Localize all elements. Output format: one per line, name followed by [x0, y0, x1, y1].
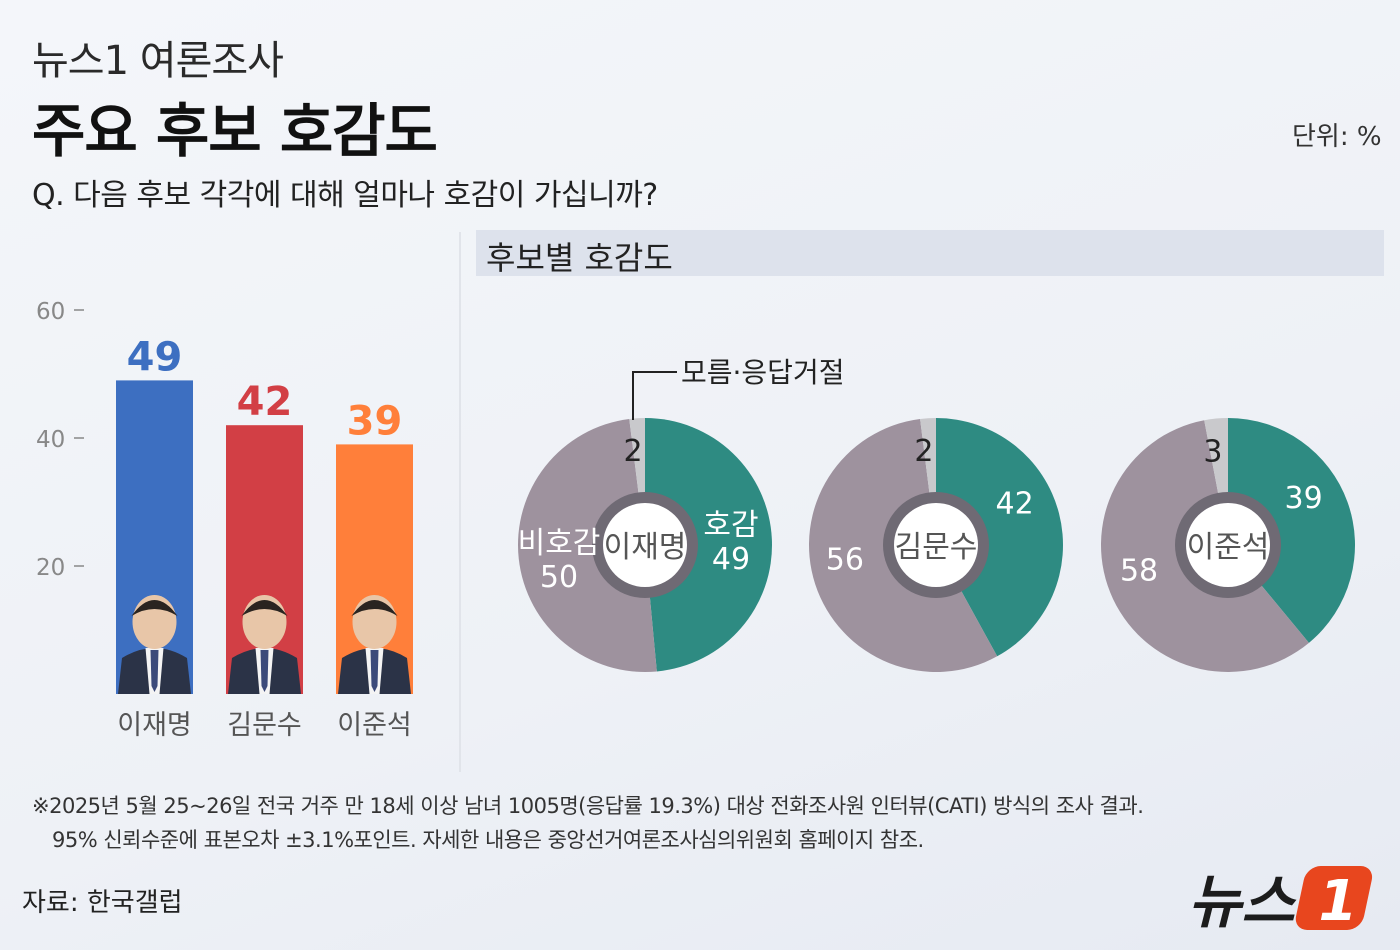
favorable-series-label: 호감	[703, 508, 758, 543]
section-title: 후보별 호감도	[486, 239, 673, 277]
unknown-leader-line	[632, 371, 677, 420]
x-category-label: 이재명	[117, 710, 192, 741]
unknown-value-label: 2	[623, 434, 642, 469]
favorable-value-label: 42	[996, 486, 1034, 521]
donut-hole	[1186, 503, 1270, 587]
portrait-icon	[118, 595, 191, 694]
unfavorable-value-label: 56	[826, 543, 864, 578]
logo-mark: 1	[1319, 869, 1358, 934]
unknown-value-label: 3	[1203, 434, 1222, 469]
portrait-icon	[228, 595, 301, 694]
bar-value-label: 39	[347, 398, 403, 444]
logo-mark-shape	[1295, 866, 1373, 930]
panel-divider	[459, 232, 461, 772]
footnote-line-1: ※2025년 5월 25~26일 전국 거주 만 18세 이상 남녀 1005명…	[32, 794, 1144, 818]
bar-value-label: 49	[127, 334, 183, 380]
y-tick-label: 60	[36, 299, 65, 325]
logo-text: 뉴스	[1188, 868, 1297, 936]
unfavorable-value-label: 58	[1120, 553, 1158, 588]
portrait-hair	[351, 600, 398, 616]
favorable-value-label: 49	[712, 542, 750, 577]
unfavorable-value-label: 50	[540, 560, 578, 595]
portrait-hair	[131, 600, 178, 616]
favorable-value-label: 39	[1285, 481, 1323, 516]
unknown-legend-label: 모름·응답거절	[681, 356, 844, 389]
unknown-value-label: 2	[914, 434, 933, 469]
portrait-icon	[338, 595, 411, 694]
donut-center-label: 김문수	[895, 530, 978, 565]
donut-center-label: 이준석	[1187, 530, 1270, 565]
donut-hole	[894, 503, 978, 587]
unit-label: 단위: %	[1292, 122, 1382, 152]
footnote-line-2: 95% 신뢰수준에 표본오차 ±3.1%포인트. 자세한 내용은 중앙선거여론조…	[52, 828, 924, 852]
portrait-tie	[260, 650, 269, 692]
x-category-label: 김문수	[227, 710, 302, 741]
donut-center-label: 이재명	[604, 530, 687, 565]
favorable-slice	[645, 418, 772, 672]
page-title: 주요 후보 호감도	[32, 97, 438, 165]
unfavorable-series-label: 비호감	[518, 526, 601, 561]
news1-logo: 뉴스 1	[1188, 866, 1373, 936]
y-tick-label: 20	[36, 555, 65, 581]
section-title-bar	[476, 230, 1384, 276]
favorable-slice	[1228, 418, 1355, 643]
survey-question: Q. 다음 후보 각각에 대해 얼마나 호감이 가십니까?	[32, 178, 658, 213]
bar-value-label: 42	[237, 379, 293, 425]
bar-chart: 20 40 60 49 이재명 42 김문수 39 이준석	[36, 299, 413, 741]
portrait-hair	[241, 600, 288, 616]
header-source: 뉴스1 여론조사	[32, 38, 284, 84]
unfavorable-slice	[517, 418, 657, 672]
donut-hole	[603, 503, 687, 587]
x-category-label: 이준석	[337, 710, 412, 741]
y-tick-label: 40	[36, 427, 65, 453]
portrait-tie	[150, 650, 159, 692]
portrait-tie	[370, 650, 379, 692]
favorable-slice	[936, 418, 1063, 657]
source-label: 자료: 한국갤럽	[22, 888, 183, 918]
